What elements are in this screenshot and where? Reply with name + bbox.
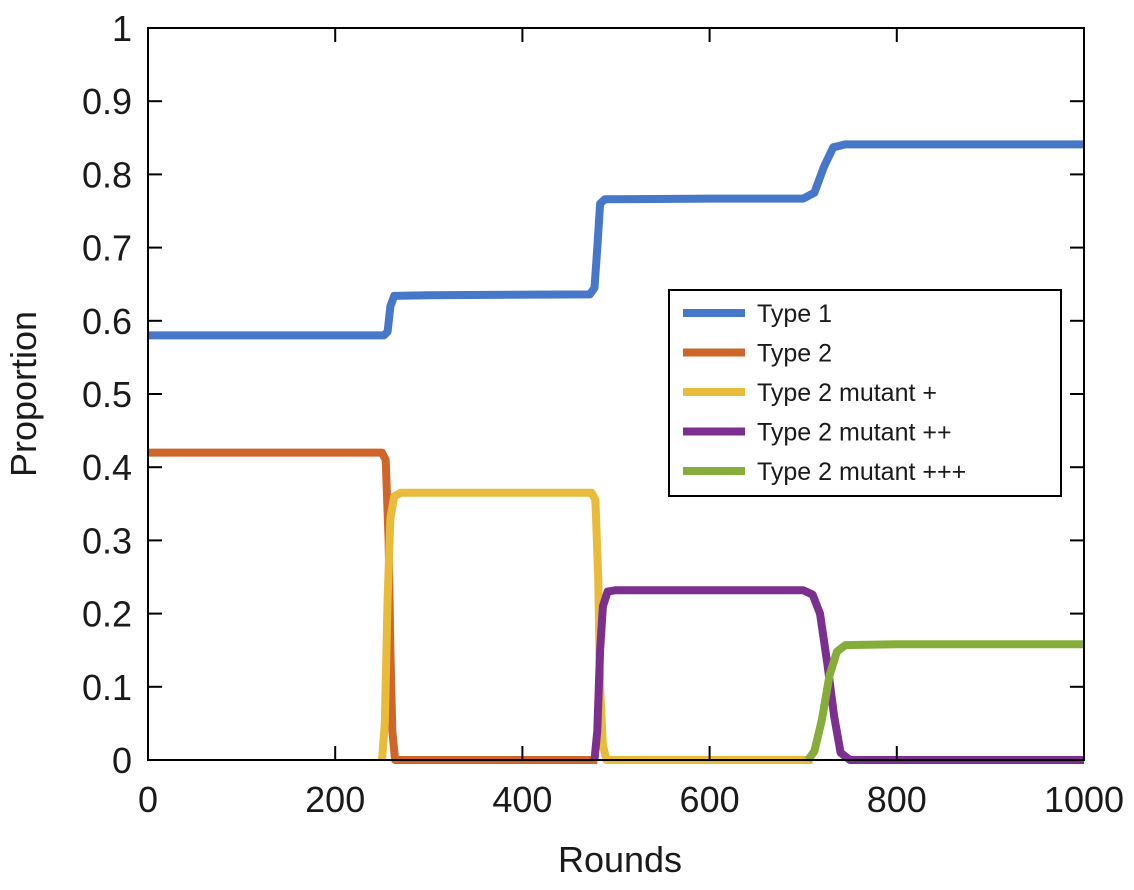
legend: Type 1 Type 2 Type 2 mutant + Type 2 mutant… <box>668 289 1062 497</box>
y-tick-label-2: 0.2 <box>82 594 132 635</box>
tick-labels-layer: 0 200 400 600 800 1000 0 0.1 0.2 0.3 0.4 0.5 0.6 0.7 0… <box>82 8 1124 820</box>
legend-label-1: Type 1 <box>757 300 832 328</box>
y-tick-label-1: 0.1 <box>82 667 132 708</box>
legend-label-4: Type 2 mutant ++ <box>757 419 952 447</box>
y-tick-label-4: 0.4 <box>82 447 132 488</box>
series-line-4 <box>590 586 1084 764</box>
y-tick-label-3: 0.3 <box>82 520 132 561</box>
x-axis-title: Rounds <box>558 839 682 880</box>
y-tick-label-6: 0.6 <box>82 301 132 342</box>
ticks-layer <box>147 27 1085 761</box>
legend-label-3: Type 2 mutant + <box>757 379 937 407</box>
x-tick-label-3: 600 <box>680 779 740 820</box>
y-tick-label-7: 0.7 <box>82 228 132 269</box>
x-tick-label-4: 800 <box>867 779 927 820</box>
x-tick-label-2: 400 <box>492 779 552 820</box>
series-line-1 <box>148 140 1084 340</box>
series-line-5 <box>804 640 1084 763</box>
y-tick-label-0: 0 <box>112 740 132 781</box>
x-tick-label-5: 1000 <box>1044 779 1124 820</box>
y-tick-label-10: 1 <box>112 8 132 49</box>
x-tick-label-1: 200 <box>305 779 365 820</box>
series-layer <box>148 140 1084 764</box>
x-tick-label-0: 0 <box>138 779 158 820</box>
y-tick-label-9: 0.9 <box>82 81 132 122</box>
legend-label-2: Type 2 <box>757 340 832 368</box>
y-axis-title: Proportion <box>3 311 44 477</box>
y-tick-label-5: 0.5 <box>82 374 132 415</box>
y-tick-label-8: 0.8 <box>82 154 132 195</box>
series-line-3 <box>378 488 813 764</box>
legend-label-5: Type 2 mutant +++ <box>757 458 966 486</box>
